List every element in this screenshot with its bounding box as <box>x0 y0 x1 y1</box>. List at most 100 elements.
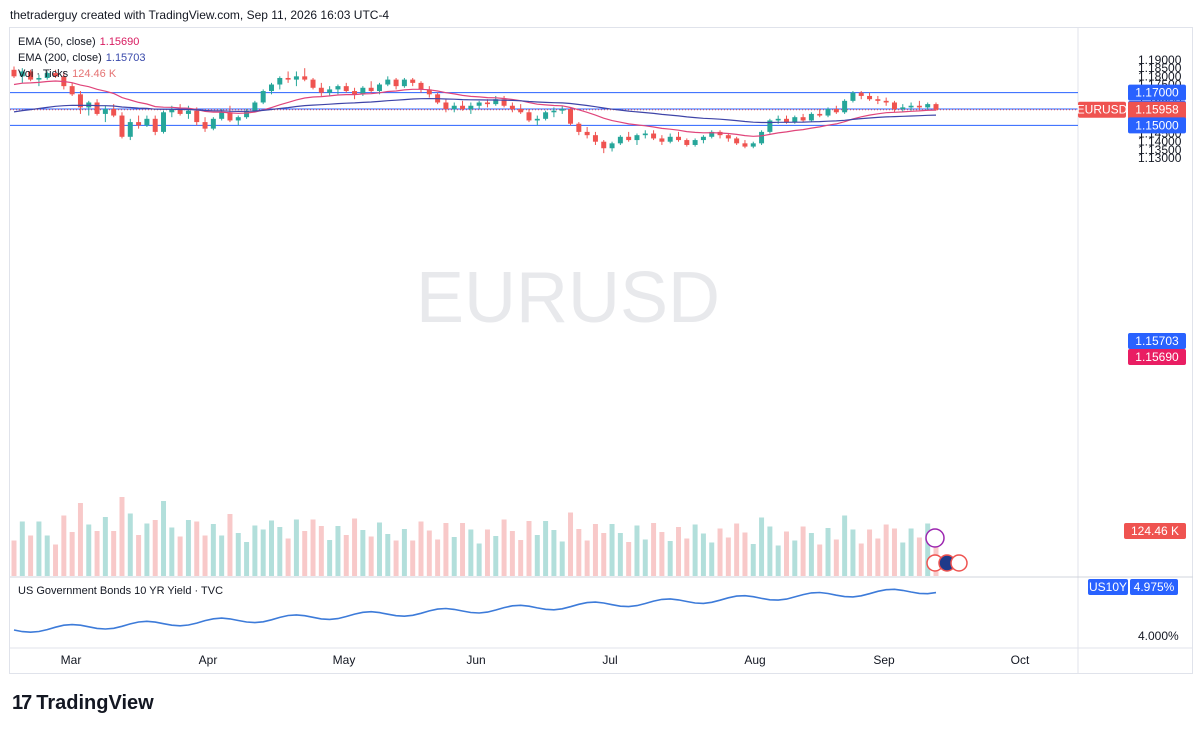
candle-body <box>418 82 424 90</box>
volume-bar <box>501 519 507 576</box>
volume-bar <box>543 521 549 576</box>
symbol-tag: EURUSD <box>1077 103 1128 117</box>
candle-body <box>526 112 532 121</box>
candle-body <box>44 73 50 78</box>
volume-bar <box>725 537 731 576</box>
candle-body <box>360 87 366 95</box>
candle-body <box>11 69 17 77</box>
volume-bar <box>318 526 324 576</box>
volume-bar <box>161 501 167 576</box>
price-tag-1500-bg <box>1128 117 1186 134</box>
candle-body <box>244 110 250 118</box>
volume-bar <box>260 529 266 576</box>
volume-bar <box>385 534 391 576</box>
candle-body <box>651 133 657 139</box>
volume-bar <box>327 540 333 576</box>
volume-bar <box>136 535 142 576</box>
candle-body <box>667 136 673 142</box>
candle-body <box>460 105 466 110</box>
volume-bar <box>526 521 532 576</box>
candle-body <box>368 87 374 92</box>
volume-bar <box>152 520 158 576</box>
candle-body <box>252 102 258 111</box>
volume-bar <box>651 523 657 576</box>
volume-bar <box>808 533 814 576</box>
time-tick-label: Oct <box>1011 653 1030 667</box>
legend-volume[interactable]: Vol · Ticks 124.46 K <box>18 68 116 80</box>
candle-body <box>916 105 922 108</box>
tradingview-brand[interactable]: 17 TradingView <box>12 692 154 715</box>
volume-bar <box>77 503 83 576</box>
legend-ema50-value: 1.15690 <box>99 36 140 48</box>
price-tick-label: 1.14000 <box>1138 135 1182 149</box>
sub-pane-title[interactable]: US Government Bonds 10 YR Yield · TVC <box>18 585 224 597</box>
candle-body <box>875 99 881 101</box>
price-tag-1500: 1.15000 <box>1135 118 1179 132</box>
volume-bar <box>310 519 316 576</box>
candle-body <box>36 77 42 80</box>
volume-bar <box>443 523 449 576</box>
volume-bar <box>410 540 416 576</box>
candle-body <box>352 91 358 95</box>
last-price-tag: 1.15958 <box>1135 103 1179 117</box>
volume-bar <box>858 543 864 576</box>
candle-body <box>136 122 142 126</box>
candle-body <box>833 109 839 113</box>
volume-bar <box>119 497 125 576</box>
candle-body <box>376 84 382 92</box>
volume-bar <box>825 528 831 576</box>
candle-body <box>194 110 200 123</box>
candle-body <box>576 123 582 132</box>
time-tick-label: Jul <box>602 653 617 667</box>
volume-bar <box>302 531 308 576</box>
volume-bar <box>642 539 648 576</box>
volume-tag-bg <box>1124 523 1186 539</box>
volume-bar <box>850 529 856 576</box>
price-tick-label: 1.18000 <box>1138 69 1182 83</box>
candle-body <box>269 84 274 92</box>
volume-bar <box>269 520 274 576</box>
symbol-watermark: EURUSD <box>416 258 720 338</box>
volume-bar <box>601 533 607 576</box>
volume-bar <box>592 524 598 576</box>
legend-ema200[interactable]: EMA (200, close) 1.15703 <box>18 52 146 64</box>
volume-bar <box>293 519 299 576</box>
volume-bar <box>576 529 582 576</box>
ema50-tag-bg <box>1128 349 1186 365</box>
volume-bar <box>210 524 216 576</box>
candle-body <box>102 109 108 114</box>
volume-bar <box>842 515 848 576</box>
candle-body <box>401 79 407 87</box>
volume-bar <box>792 540 798 576</box>
candle-body <box>260 91 266 103</box>
candle-body <box>285 77 291 80</box>
candle-body <box>410 79 416 83</box>
volume-bar <box>435 539 441 576</box>
candle-body <box>792 117 798 123</box>
candle-body <box>210 118 216 129</box>
candle-body <box>343 86 349 92</box>
candle-body <box>161 112 167 132</box>
volume-bar <box>559 541 565 576</box>
chart-attribution: thetraderguy created with TradingView.co… <box>10 8 390 22</box>
volume-bar <box>418 521 424 576</box>
volume-bar <box>800 526 806 576</box>
volume-bar <box>767 526 773 576</box>
volume-bar <box>626 542 632 576</box>
volume-bar <box>667 541 673 576</box>
volume-bar <box>53 544 59 576</box>
legend-ema50[interactable]: EMA (50, close) 1.15690 <box>18 36 139 48</box>
candle-body <box>925 104 931 108</box>
us10y-last-tag: 4.975% <box>1134 580 1175 594</box>
candle-body <box>385 79 391 85</box>
volume-bar <box>933 532 939 576</box>
volume-bar <box>916 537 922 576</box>
candle-body <box>825 109 831 116</box>
candle-body <box>900 107 906 110</box>
candle-body <box>783 118 789 123</box>
candle-body <box>277 77 283 85</box>
volume-bar <box>460 523 466 576</box>
volume-tag: 124.46 K <box>1131 524 1179 538</box>
volume-bar <box>659 532 665 576</box>
